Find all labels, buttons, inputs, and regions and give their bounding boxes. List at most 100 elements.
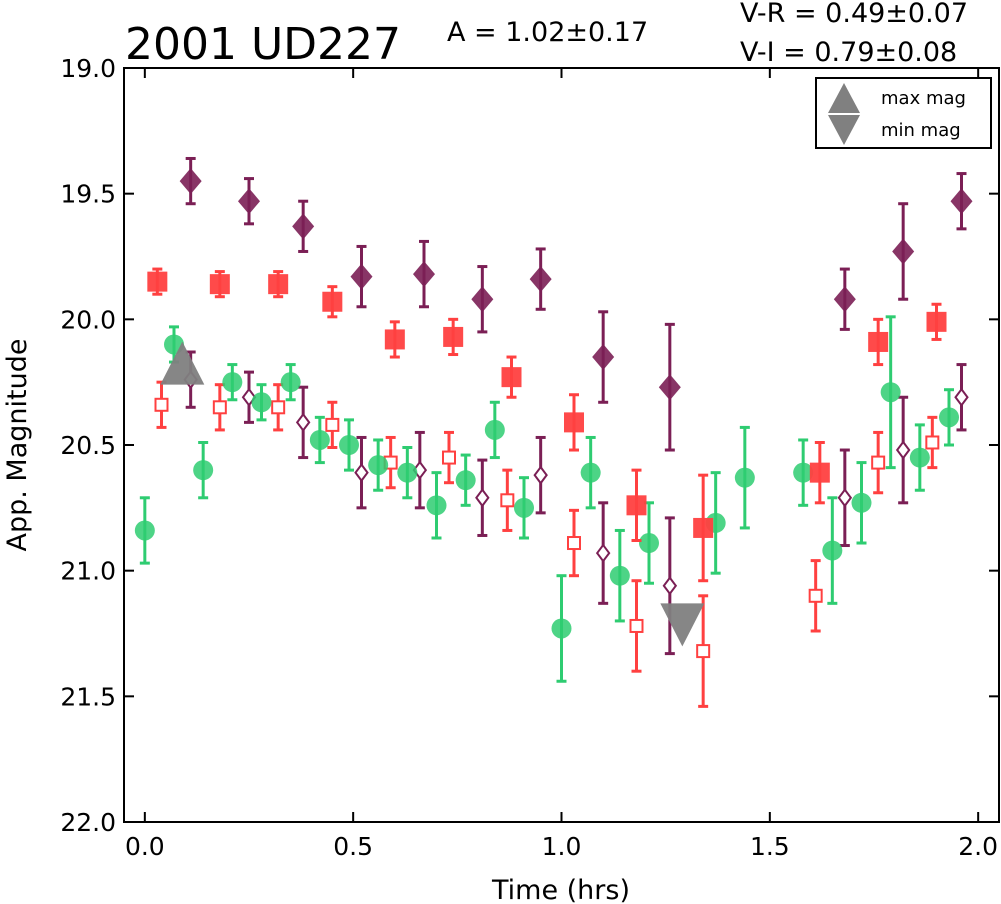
data-point [325,400,340,450]
legend: max mag min mag [815,77,992,149]
data-point [397,446,418,500]
diamond-marker [238,188,260,215]
data-point [595,501,611,605]
min-mag-marker [660,603,705,647]
circle-marker [397,462,418,483]
v-i-color-label: V-I = 0.79±0.08 [740,37,957,68]
open-diamond-marker [475,488,490,508]
plot-area [123,67,1000,823]
diamond-marker [658,374,681,401]
y-tick-label: 20.0 [60,305,116,334]
circle-marker [309,429,330,450]
circle-marker [222,372,243,393]
open-diamond-marker [662,576,678,596]
open-square-marker [325,417,340,432]
circle-marker [280,372,301,393]
square-marker [926,311,947,332]
data-point [629,579,644,673]
y-tick-label: 19.5 [60,180,116,209]
v-r-color-label: V-R = 0.49±0.07 [740,0,968,29]
data-point [179,156,202,206]
data-point [251,383,272,422]
diamond-marker [592,344,615,371]
data-point [368,438,389,492]
data-point [413,239,435,309]
data-point [241,370,257,424]
circle-marker [484,419,505,440]
data-marks [134,156,973,708]
open-square-marker [567,536,581,551]
x-tick-label: 1.0 [542,832,582,861]
circle-marker [368,455,389,476]
circle-marker [580,462,601,483]
open-diamond-marker [533,465,548,485]
circle-marker [639,533,659,554]
data-point [475,458,490,537]
data-point [696,594,711,708]
legend-min-mag-label: min mag [881,120,961,141]
data-point [954,363,969,432]
data-point [793,438,814,507]
axis-ticks: 0.0 0.5 1.0 1.5 2.0 19.0 19.5 20.0 20.5 21.0 21.5 2… [60,54,999,861]
data-point [222,363,243,402]
data-point [909,423,930,492]
circle-marker [251,392,272,413]
legend-min-mag-marker [828,115,860,145]
data-point [354,435,369,510]
open-square-marker [154,397,169,412]
open-diamond-marker [954,387,969,407]
data-point [925,415,940,470]
data-point [822,496,843,605]
x-tick-label: 2.0 [958,832,998,861]
data-point [280,363,301,402]
data-point [871,430,886,495]
open-square-marker [871,455,886,470]
data-point [455,453,476,507]
y-axis-label: App. Magnitude [2,339,33,552]
y-tick-label: 19.0 [60,54,116,83]
square-marker [564,412,584,433]
amplitude-label: A = 1.02±0.17 [447,17,648,48]
data-point [551,574,572,683]
data-point [484,400,505,460]
square-marker [693,517,714,538]
data-point [193,440,214,500]
x-tick-label: 0.5 [333,832,373,861]
data-point [471,265,494,334]
max-mag-marker [160,341,205,385]
data-point [442,430,456,485]
data-point [295,385,311,460]
circle-marker [880,382,901,403]
data-point [514,476,534,540]
diamond-marker [292,213,315,240]
open-square-marker [925,435,940,450]
data-point [500,468,515,532]
data-point [950,172,973,231]
open-diamond-marker [295,412,311,433]
circle-marker [193,460,214,481]
data-point [892,202,915,301]
data-point [292,199,315,253]
data-point [592,310,615,404]
data-point [134,496,155,565]
open-square-marker [212,400,227,415]
circle-marker [822,540,843,561]
data-point [895,395,911,505]
data-point [851,461,872,545]
square-marker [868,331,889,352]
data-point [564,393,584,452]
diamond-marker [892,238,915,265]
data-point [626,468,647,543]
y-tick-label: 22.0 [60,808,116,837]
square-marker [322,291,343,312]
data-point [926,302,947,341]
square-marker [501,367,522,388]
data-point [147,267,168,296]
circle-marker [134,520,155,541]
circle-marker [939,407,959,428]
square-marker [443,326,464,347]
data-point [426,471,447,540]
data-point [384,320,405,359]
x-tick-label: 1.5 [750,832,790,861]
